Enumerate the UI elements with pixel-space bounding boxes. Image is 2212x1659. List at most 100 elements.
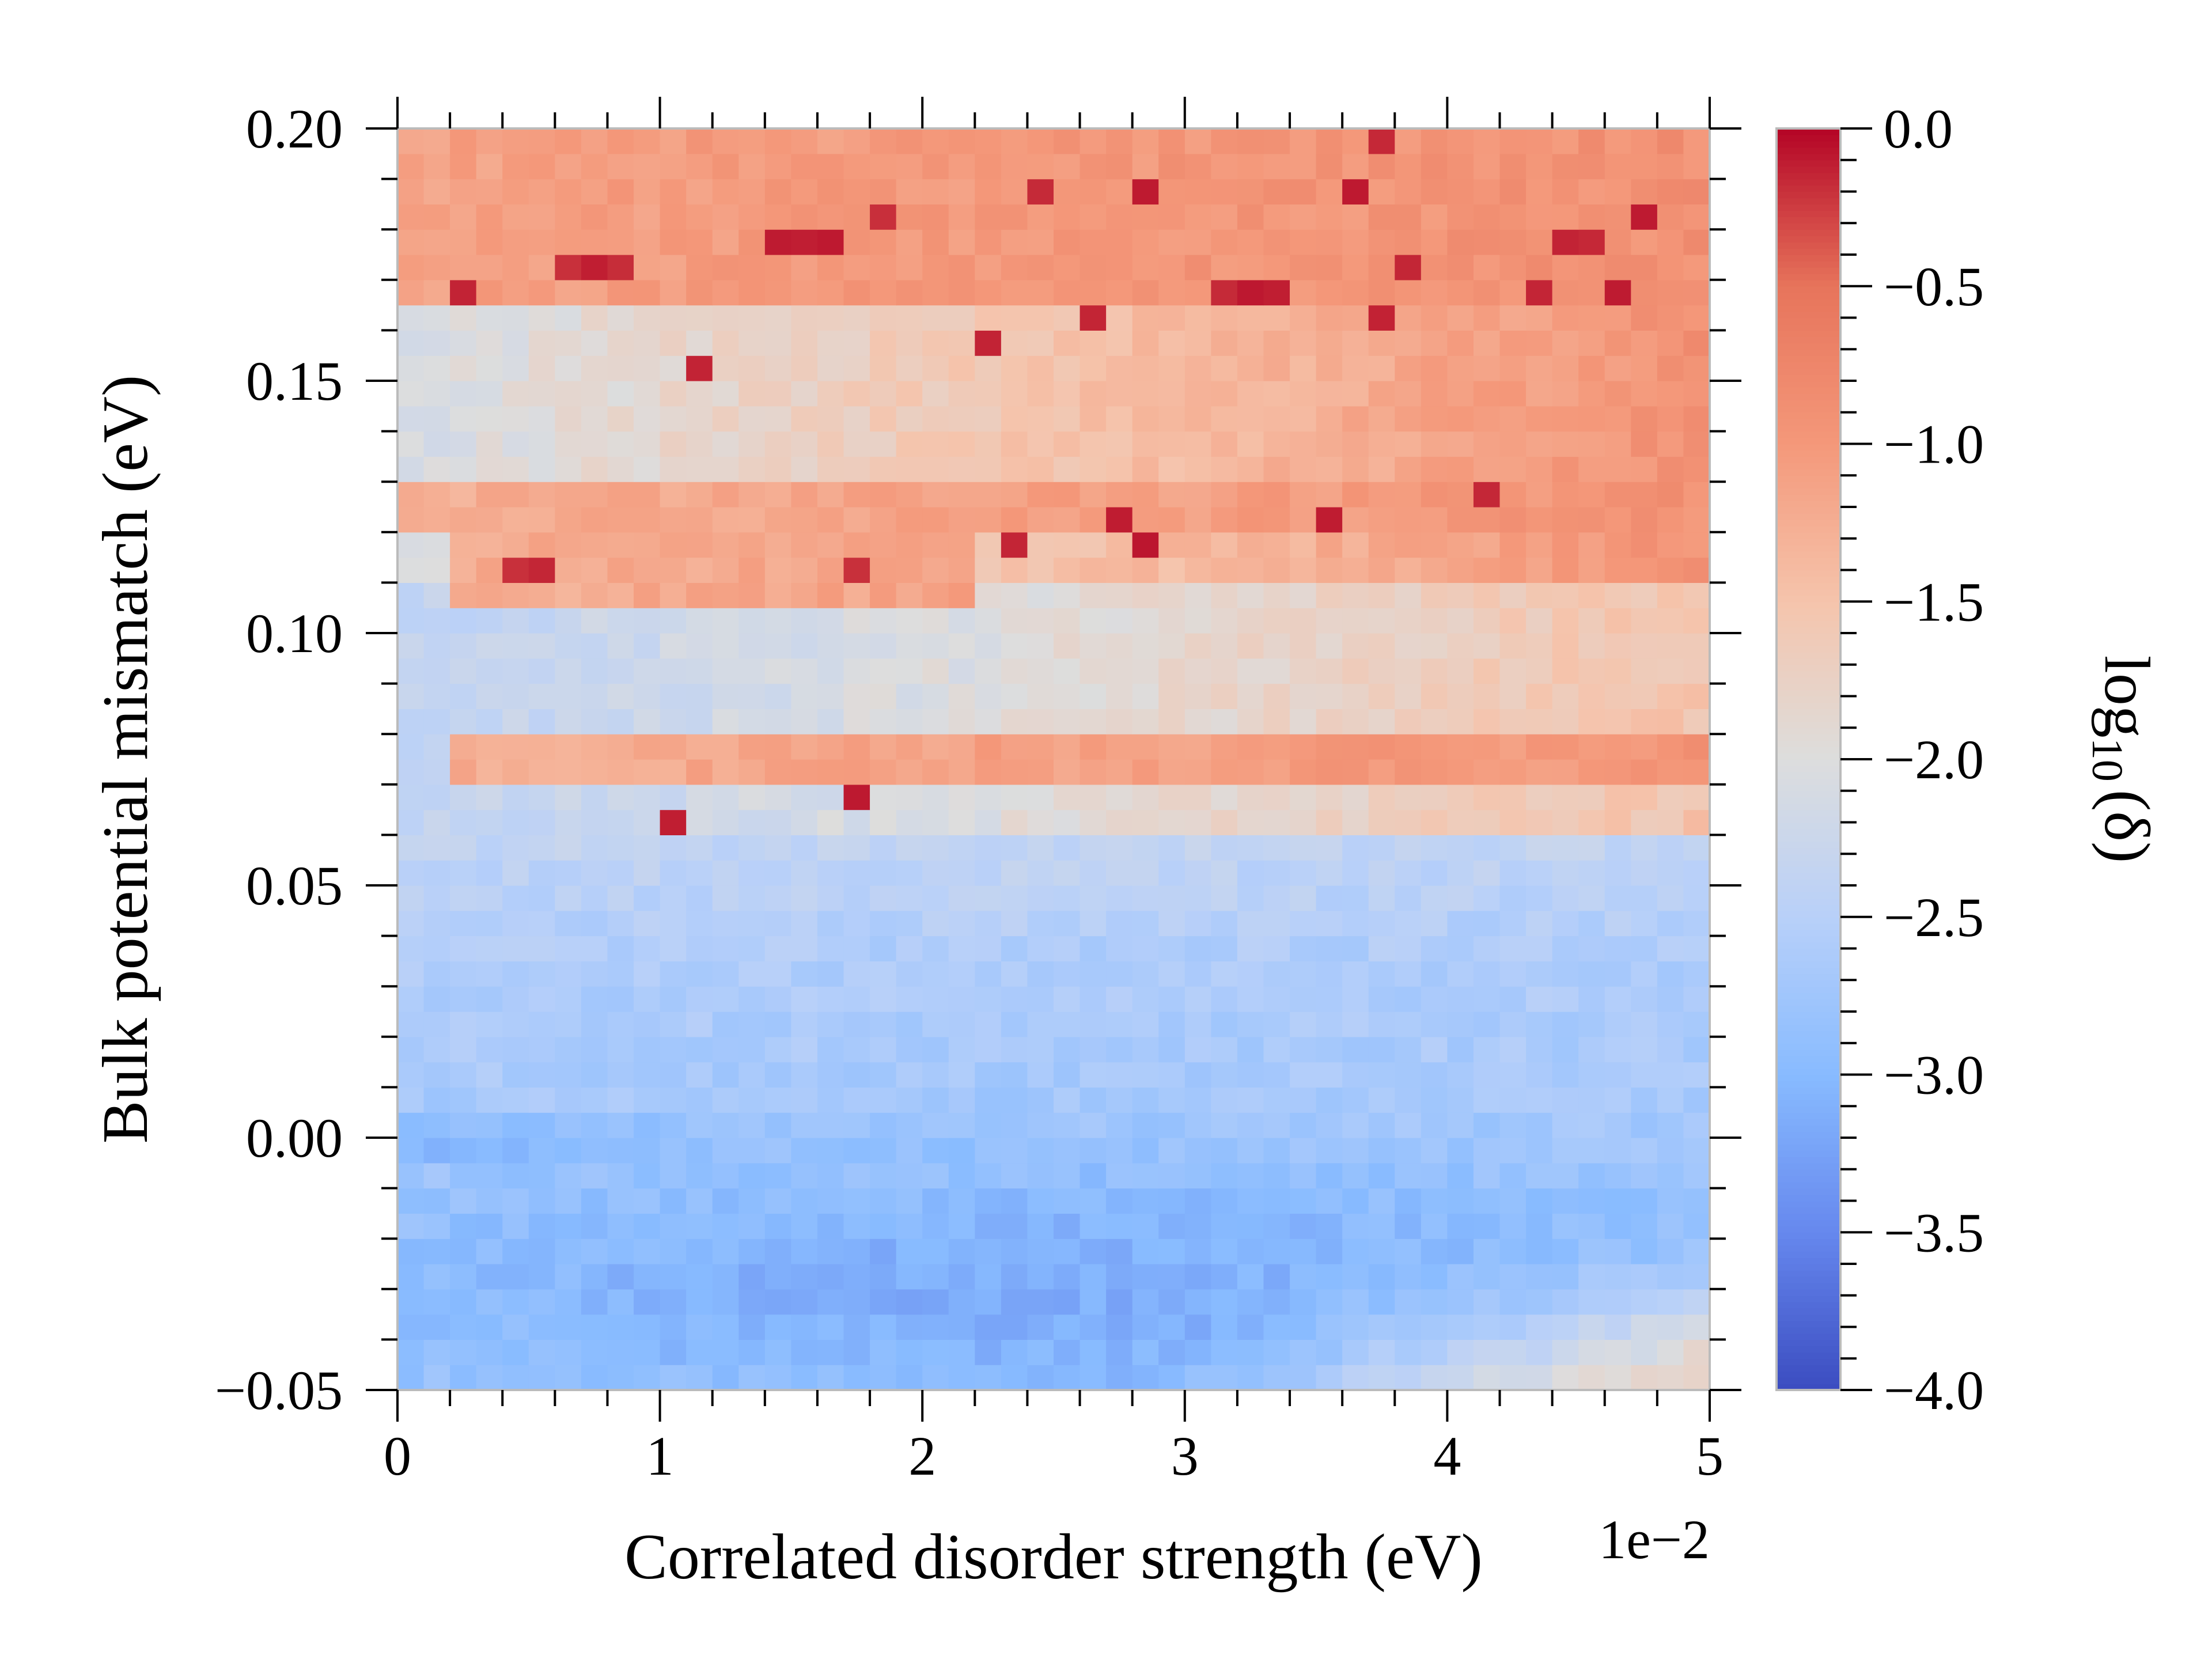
heatmap-cell (1158, 255, 1185, 281)
heatmap-cell (764, 835, 791, 861)
heatmap-cell (476, 784, 503, 810)
colorbar-segment (1777, 790, 1840, 798)
heatmap-cell (791, 229, 818, 255)
heatmap-cell (634, 482, 661, 507)
heatmap-cell (528, 1365, 555, 1391)
heatmap-cell (791, 1289, 818, 1315)
heatmap-cell (502, 1012, 529, 1037)
heatmap-cell (1499, 885, 1527, 911)
heatmap-cell (738, 330, 766, 356)
heatmap-cell (476, 961, 503, 987)
colorbar-segment (1777, 1327, 1840, 1334)
heatmap-cell (948, 279, 975, 306)
heatmap-cell (634, 1138, 661, 1164)
heatmap-cell (1395, 961, 1422, 987)
heatmap-cell (1211, 1188, 1238, 1214)
heatmap-cell (1683, 1138, 1710, 1164)
colorbar-segment (1777, 1377, 1840, 1384)
heatmap-cell (896, 885, 923, 911)
heatmap-cell (1158, 759, 1185, 785)
heatmap-cell (1237, 355, 1264, 381)
heatmap-cell (1184, 1238, 1211, 1264)
heatmap-cell (1421, 1138, 1448, 1164)
heatmap-cell (1184, 1365, 1211, 1391)
heatmap-cell (1526, 658, 1553, 684)
colorbar-segment (1777, 374, 1840, 381)
heatmap-cell (450, 1314, 477, 1340)
heatmap-cell (1342, 910, 1369, 937)
heatmap-cell (1001, 1314, 1028, 1340)
heatmap-cell (423, 1264, 450, 1290)
heatmap-cell (1395, 860, 1422, 886)
heatmap-cell (764, 330, 791, 356)
heatmap-cell (1342, 1314, 1369, 1340)
heatmap-cell (712, 1238, 739, 1264)
heatmap-cell (581, 608, 608, 634)
heatmap-cell (922, 229, 949, 255)
heatmap-cell (686, 456, 713, 482)
heatmap-cell (502, 431, 529, 457)
heatmap-cell (686, 1062, 713, 1088)
heatmap-cell (476, 355, 503, 381)
heatmap-cell (1342, 1188, 1369, 1214)
heatmap-cell (738, 582, 766, 608)
heatmap-cell (1184, 229, 1211, 255)
heatmap-cell (1631, 709, 1658, 734)
heatmap-cell (843, 355, 870, 381)
heatmap-cell (1447, 1062, 1474, 1088)
heatmap-cell (397, 809, 425, 835)
heatmap-cell (660, 1012, 687, 1037)
heatmap-cell (1604, 582, 1631, 608)
colorbar-segment (1777, 709, 1840, 716)
heatmap-cell (476, 1138, 503, 1164)
heatmap-cell (1080, 406, 1107, 432)
colorbar-segment (1777, 198, 1840, 205)
heatmap-cell (1132, 835, 1159, 861)
heatmap-cell (1604, 1062, 1631, 1088)
heatmap-cell (502, 935, 529, 961)
heatmap-cell (1316, 406, 1343, 432)
heatmap-cell (1158, 1087, 1185, 1113)
heatmap-cell (843, 734, 870, 760)
heatmap-cell (1447, 709, 1474, 734)
colorbar-segment (1777, 179, 1840, 186)
heatmap-cell (1263, 355, 1290, 381)
colorbar-segment (1777, 1150, 1840, 1157)
heatmap-cell (1290, 153, 1317, 180)
heatmap-cell (764, 456, 791, 482)
heatmap-cell (686, 1087, 713, 1113)
heatmap-cell (1080, 153, 1107, 180)
heatmap-cell (738, 1188, 766, 1214)
heatmap-cell (764, 734, 791, 760)
heatmap-cell (1657, 179, 1684, 204)
heatmap-cell (1395, 507, 1422, 533)
heatmap-cell (948, 734, 975, 760)
heatmap-cell (1447, 381, 1474, 407)
heatmap-cell (1158, 910, 1185, 937)
heatmap-cell (1080, 355, 1107, 381)
heatmap-cell (423, 1289, 450, 1315)
heatmap-cell (607, 532, 634, 558)
heatmap-cell (634, 986, 661, 1012)
heatmap-cell (686, 229, 713, 255)
heatmap-cell (843, 935, 870, 961)
colorbar-segment (1777, 412, 1840, 419)
heatmap-cell (1683, 1213, 1710, 1239)
heatmap-cell (1631, 835, 1658, 861)
heatmap-cell (450, 1213, 477, 1239)
heatmap-cell (1158, 1012, 1185, 1037)
heatmap-cell (1526, 910, 1553, 937)
heatmap-cell (660, 1087, 687, 1113)
colorbar-segment (1777, 393, 1840, 400)
heatmap-cell (1184, 1264, 1211, 1290)
heatmap-cell (502, 1264, 529, 1290)
heatmap-cell (1552, 734, 1579, 760)
heatmap-cell (1027, 406, 1054, 432)
heatmap-cell (476, 1289, 503, 1315)
heatmap-cell (1211, 1314, 1238, 1340)
heatmap-cell (1027, 456, 1054, 482)
heatmap-cell (1237, 1339, 1264, 1365)
heatmap-cell (1027, 1138, 1054, 1164)
colorbar-segment (1777, 589, 1840, 596)
colorbar-segment (1777, 298, 1840, 306)
